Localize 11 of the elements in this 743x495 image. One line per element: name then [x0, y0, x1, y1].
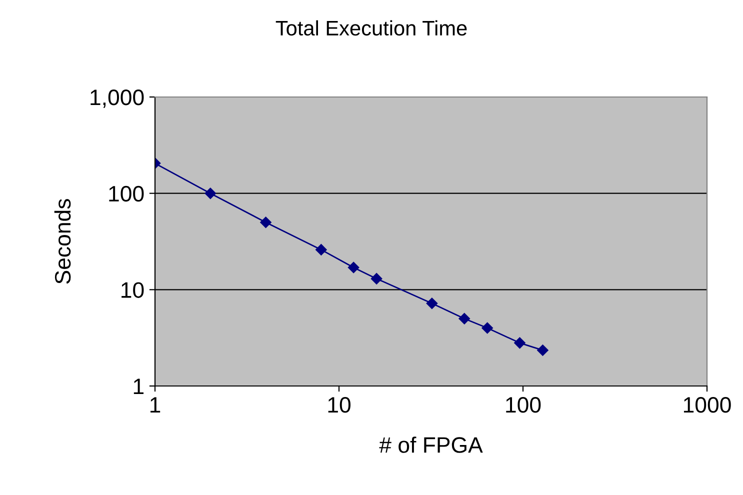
chart-title: Total Execution Time	[276, 20, 467, 36]
x-tick-label: 10	[328, 397, 350, 413]
x-tick-label: 100	[506, 397, 541, 413]
y-tick-label: 100	[109, 186, 144, 202]
x-axis-title: # of FPGA	[379, 436, 483, 453]
x-tick-label: 1	[150, 397, 160, 413]
x-tick-label: 1000	[684, 397, 731, 413]
y-axis-title: Seconds	[54, 199, 71, 284]
y-tick-label: 10	[122, 282, 144, 298]
y-tick-label: 1,000	[90, 90, 144, 108]
y-tick-label: 1	[134, 378, 144, 394]
